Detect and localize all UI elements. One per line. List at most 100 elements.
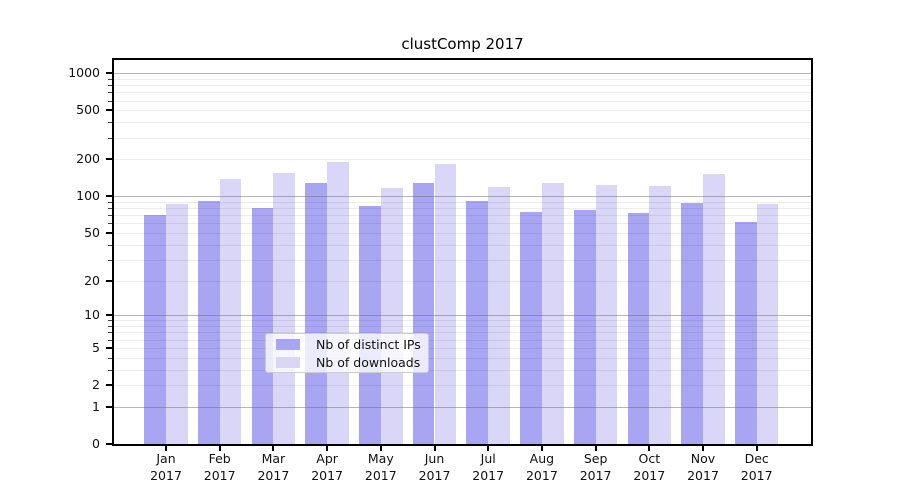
y-axis-minor-tick — [108, 78, 112, 80]
y-tick-label: 200 — [76, 151, 100, 167]
y-tick-label: 1 — [92, 398, 100, 414]
x-tick-label: Oct 2017 — [633, 451, 666, 483]
y-tick-label: 20 — [84, 272, 100, 288]
x-axis-tick — [379, 446, 382, 451]
y-axis-minor-tick — [108, 259, 112, 261]
y-axis-minor-tick — [108, 369, 112, 371]
x-tick-label: Jan 2017 — [150, 451, 182, 483]
grid-minor-line — [114, 223, 811, 225]
grid-minor-line — [114, 369, 811, 371]
grid-minor-line — [114, 137, 811, 139]
bar-distinct-ips — [627, 213, 650, 444]
grid-minor-line — [114, 280, 811, 282]
x-tick-label: Dec 2017 — [740, 451, 773, 483]
x-tick-label: May 2017 — [364, 451, 397, 483]
grid-minor-line — [114, 244, 811, 246]
grid-minor-line — [114, 233, 811, 234]
grid-minor-line — [114, 122, 811, 124]
bar-downloads — [273, 173, 296, 444]
legend-label-downloads: Nb of downloads — [316, 354, 421, 370]
legend-swatch-downloads — [276, 356, 300, 368]
y-tick-label: 0 — [92, 436, 100, 451]
y-axis-tick — [106, 109, 112, 112]
y-axis-tick — [106, 195, 112, 198]
x-tick-label: Sep 2017 — [579, 451, 612, 483]
bar-distinct-ips — [251, 207, 274, 444]
bar-distinct-ips — [573, 210, 596, 444]
y-axis-minor-tick — [108, 122, 112, 124]
bar-downloads — [219, 179, 242, 444]
grid-minor-line — [114, 385, 811, 386]
y-axis-minor-tick — [108, 92, 112, 94]
bar-downloads — [166, 204, 188, 444]
chart-title: clustComp 2017 — [401, 35, 524, 53]
y-axis-minor-tick — [108, 215, 112, 217]
y-axis-tick — [106, 158, 112, 161]
x-tick-label: Jun 2017 — [418, 451, 451, 483]
legend-label-distinct-ips: Nb of distinct IPs — [316, 336, 421, 352]
y-axis-tick — [106, 314, 112, 317]
bar-downloads — [649, 185, 672, 444]
legend-row: Nb of downloads — [272, 355, 422, 370]
y-axis-minor-tick — [108, 357, 112, 359]
x-axis-tick — [540, 446, 543, 451]
x-axis-tick — [272, 446, 275, 451]
bar-distinct-ips — [197, 200, 220, 444]
bar-distinct-ips — [305, 182, 328, 444]
grid-minor-line — [114, 215, 811, 217]
bar-distinct-ips — [466, 200, 489, 444]
x-tick-label: Jul 2017 — [472, 451, 505, 483]
bar-downloads — [756, 203, 779, 444]
y-tick-label: 5 — [92, 339, 100, 355]
grid-minor-line — [114, 100, 811, 102]
grid-major-line — [114, 315, 811, 317]
x-axis-tick — [433, 446, 436, 451]
grid-minor-line — [114, 357, 811, 359]
x-axis-tick — [487, 446, 490, 451]
grid-minor-line — [114, 110, 811, 112]
y-axis-minor-tick — [108, 223, 112, 225]
bar-downloads — [595, 184, 618, 444]
y-axis-minor-tick — [108, 332, 112, 334]
y-axis-minor-tick — [108, 208, 112, 210]
y-axis-tick — [106, 72, 112, 75]
y-axis-tick — [106, 443, 112, 445]
y-tick-label: 2 — [92, 377, 100, 392]
y-tick-label: 1000 — [68, 65, 100, 81]
grid-major-line — [114, 196, 811, 198]
y-tick-label: 10 — [84, 307, 100, 323]
grid-minor-line — [114, 347, 811, 349]
y-axis-tick — [106, 279, 112, 282]
x-tick-label: Nov 2017 — [687, 451, 719, 483]
x-axis-tick — [165, 446, 167, 451]
grid-minor-line — [114, 339, 811, 341]
y-axis-minor-tick — [108, 244, 112, 246]
grid-minor-line — [114, 208, 811, 210]
y-axis-minor-tick — [108, 320, 112, 322]
bar-distinct-ips — [681, 203, 703, 444]
grid-minor-line — [114, 259, 811, 261]
grid-minor-line — [114, 332, 811, 334]
legend-row: Nb of distinct IPs — [272, 337, 422, 352]
x-axis-tick — [326, 446, 329, 451]
bar-distinct-ips — [412, 183, 435, 444]
x-tick-label: Feb 2017 — [203, 451, 236, 483]
bar-distinct-ips — [520, 211, 542, 444]
y-axis-minor-tick — [108, 85, 112, 87]
bar-distinct-ips — [734, 221, 757, 444]
bar-downloads — [541, 182, 564, 444]
x-axis-tick — [755, 446, 758, 451]
bar-downloads — [703, 174, 725, 444]
y-axis-minor-tick — [108, 100, 112, 102]
x-axis-tick — [594, 446, 597, 451]
bar-distinct-ips — [144, 215, 166, 444]
bar-downloads — [327, 161, 349, 444]
x-tick-label: Aug 2017 — [525, 451, 558, 483]
grid-minor-line — [114, 159, 811, 161]
y-axis-tick — [106, 346, 112, 349]
y-axis-minor-tick — [108, 339, 112, 341]
grid-minor-line — [114, 326, 811, 328]
x-tick-label: Mar 2017 — [257, 451, 290, 483]
grid-minor-line — [114, 320, 811, 322]
